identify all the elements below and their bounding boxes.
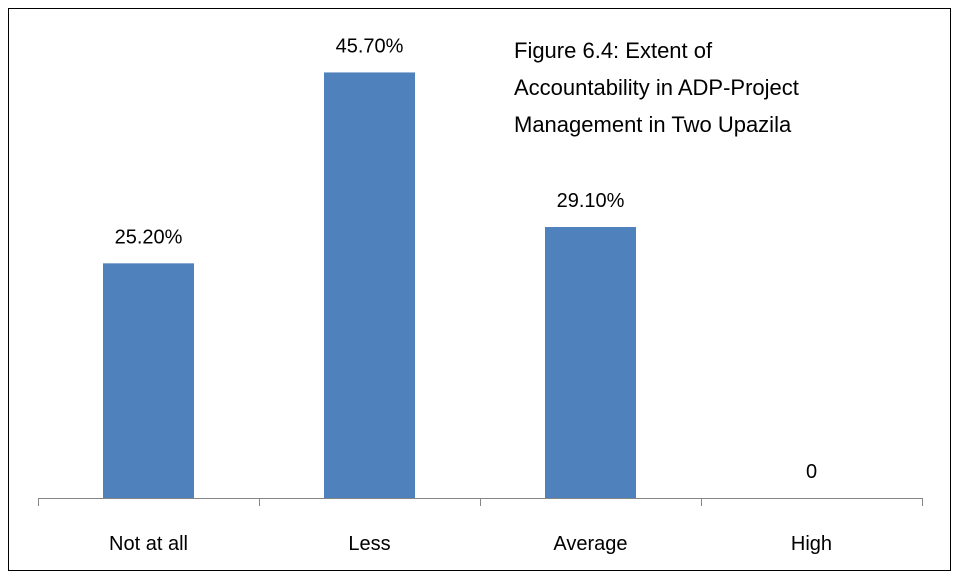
bar-not-at-all xyxy=(103,263,194,498)
bar-less xyxy=(324,72,415,499)
category-label-high: High xyxy=(791,533,832,555)
data-label-not-at-all: 25.20% xyxy=(115,226,183,248)
chart-title-line-2: Accountability in ADP-Project xyxy=(514,75,799,100)
bar-average xyxy=(545,227,636,498)
data-label-less: 45.70% xyxy=(336,35,404,57)
category-label-less: Less xyxy=(348,533,390,555)
data-labels-layer: 25.20% 45.70% 29.10% 0 xyxy=(115,35,817,483)
chart-title-line-1: Figure 6.4: Extent of xyxy=(514,38,713,63)
category-label-not-at-all: Not at all xyxy=(109,533,188,555)
category-label-average: Average xyxy=(553,533,627,555)
data-label-high: 0 xyxy=(806,461,817,483)
bars-layer xyxy=(103,72,636,499)
x-axis: Not at all Less Average High xyxy=(38,498,923,555)
data-label-average: 29.10% xyxy=(557,190,625,212)
chart-title-line-3: Management in Two Upazila xyxy=(514,112,792,137)
